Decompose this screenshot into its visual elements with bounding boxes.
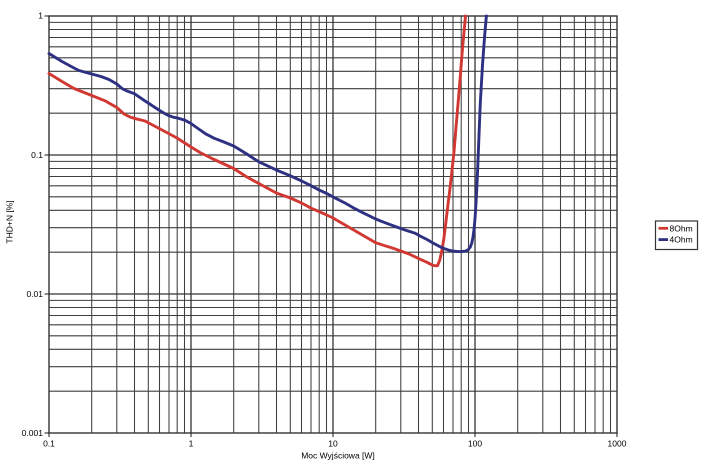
- svg-text:1: 1: [38, 11, 43, 21]
- svg-text:4Ohm: 4Ohm: [670, 235, 693, 245]
- svg-text:0.01: 0.01: [26, 289, 43, 299]
- svg-text:100: 100: [468, 439, 482, 449]
- svg-text:Moc Wyjściowa [W]: Moc Wyjściowa [W]: [301, 451, 375, 461]
- svg-text:8Ohm: 8Ohm: [670, 223, 693, 233]
- svg-text:1000: 1000: [608, 439, 627, 449]
- svg-text:THD+N [%]: THD+N [%]: [5, 200, 15, 243]
- svg-text:0.1: 0.1: [43, 439, 55, 449]
- svg-text:0.1: 0.1: [31, 150, 43, 160]
- svg-text:1: 1: [189, 439, 194, 449]
- svg-text:10: 10: [328, 439, 338, 449]
- svg-text:0.001: 0.001: [22, 428, 44, 438]
